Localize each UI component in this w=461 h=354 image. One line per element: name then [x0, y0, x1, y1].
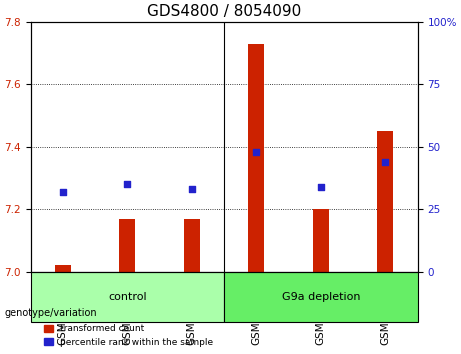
Text: G9a depletion: G9a depletion [282, 292, 360, 302]
Bar [119, 218, 136, 272]
Point [59, 189, 66, 195]
FancyBboxPatch shape [30, 272, 224, 322]
Point [188, 187, 195, 192]
FancyBboxPatch shape [224, 272, 418, 322]
Bar [55, 266, 71, 272]
Point [253, 149, 260, 155]
Bar [248, 44, 265, 272]
Bar [377, 131, 393, 272]
Text: genotype/variation: genotype/variation [5, 308, 97, 318]
Bar [184, 218, 200, 272]
Point [317, 184, 325, 189]
Title: GDS4800 / 8054090: GDS4800 / 8054090 [147, 4, 301, 19]
Point [382, 159, 389, 165]
Text: control: control [108, 292, 147, 302]
Bar [313, 209, 329, 272]
Legend: transformed count, percentile rank within the sample: transformed count, percentile rank withi… [41, 321, 216, 349]
Point [124, 181, 131, 187]
